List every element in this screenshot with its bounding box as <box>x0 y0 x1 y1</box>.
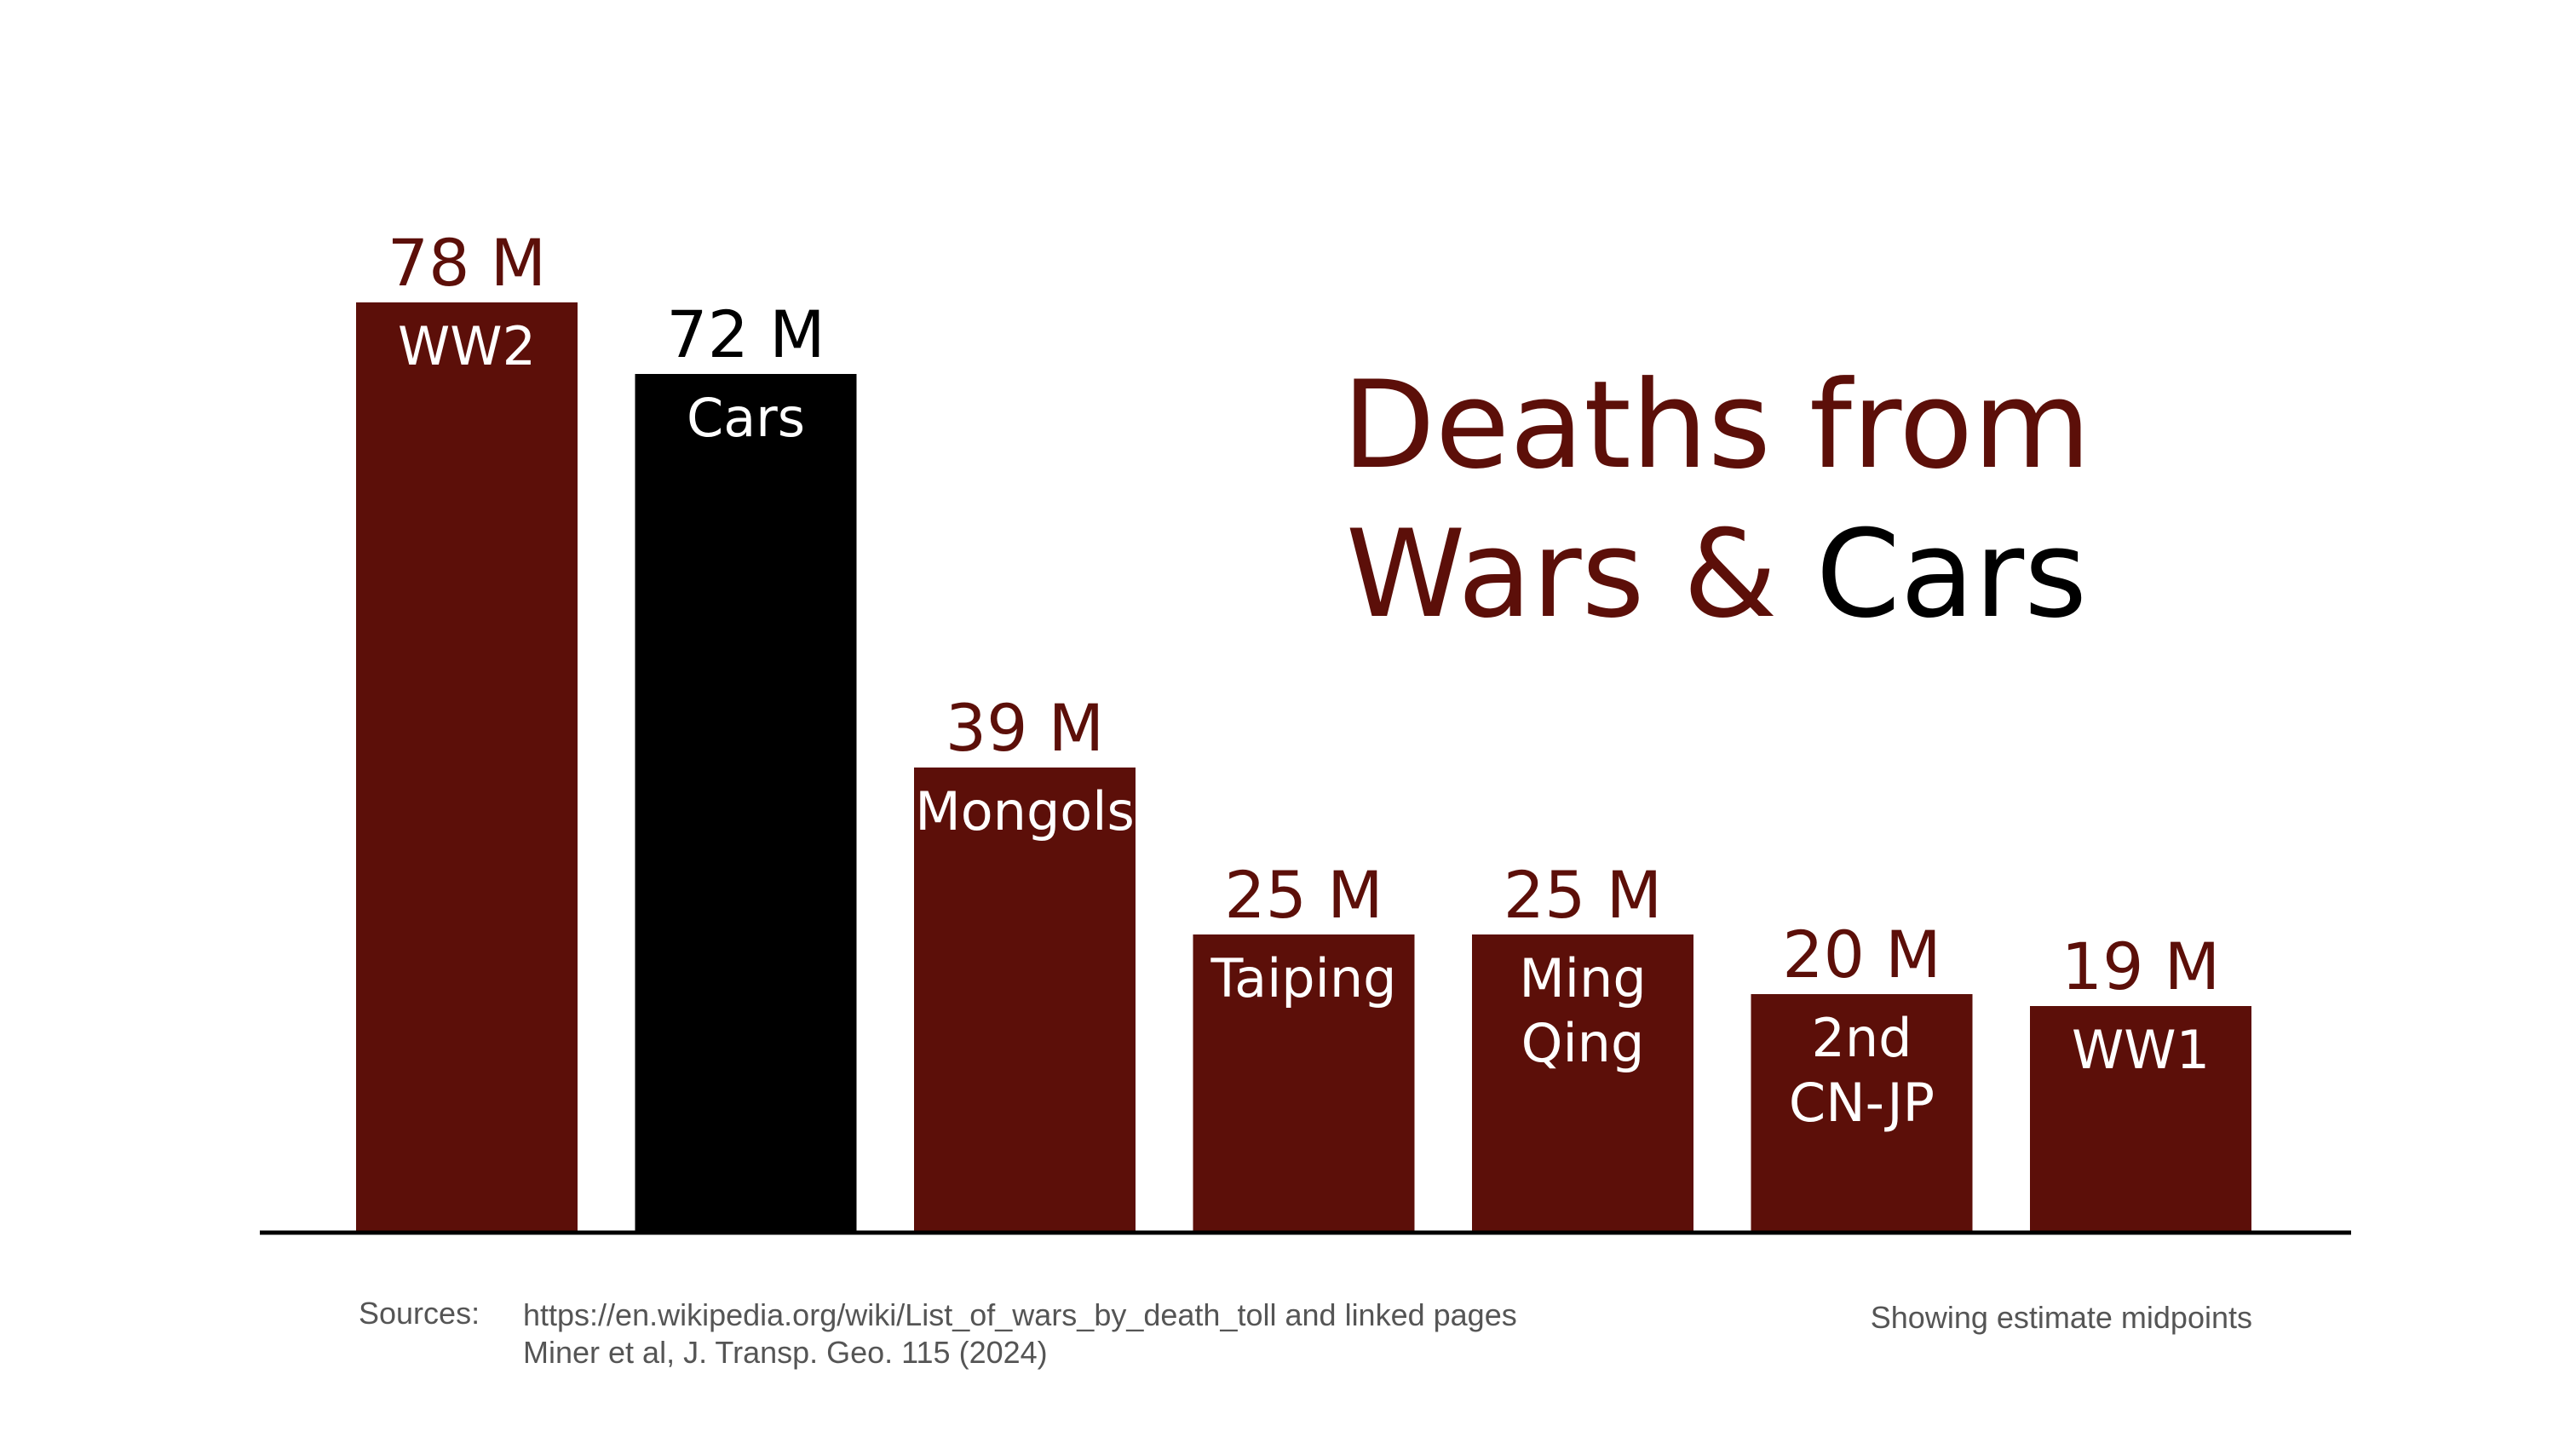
bar-taiping <box>1193 934 1415 1233</box>
sources-label: Sources: <box>359 1296 480 1331</box>
category-label-ming-qing-1: Ming <box>1519 947 1646 1009</box>
source-line-1: https://en.wikipedia.org/wiki/List_of_wa… <box>523 1297 1517 1332</box>
category-label-ww2: WW2 <box>398 315 536 377</box>
bar-mongols <box>914 768 1136 1233</box>
category-label-ww1: WW1 <box>2072 1019 2210 1081</box>
bar-ming-qing <box>1472 934 1693 1233</box>
source-line-2: Miner et al, J. Transp. Geo. 115 (2024) <box>523 1335 1048 1370</box>
title-cars: Cars <box>1816 504 2088 645</box>
category-label-cars: Cars <box>687 387 805 449</box>
title-wars: Wars & <box>1346 504 1778 645</box>
value-label-ww2: 78 M <box>388 225 546 301</box>
value-label-mongols: 39 M <box>946 690 1104 766</box>
bar-2nd-cn-jp <box>1751 994 1973 1233</box>
bar-ww2 <box>356 302 578 1233</box>
category-label-2nd-cn-jp-1: 2nd <box>1811 1007 1912 1069</box>
value-label-2nd-cn-jp: 20 M <box>1782 917 1941 992</box>
bar-cars <box>635 374 857 1233</box>
midpoint-note: Showing estimate midpoints <box>1871 1300 2252 1335</box>
value-label-ww1: 19 M <box>2061 929 2220 1004</box>
chart-title-line-2: Wars & Cars <box>1346 504 2087 645</box>
chart-title: Deaths from <box>1343 355 2091 496</box>
category-label-ming-qing-2: Qing <box>1521 1012 1645 1074</box>
category-label-taiping: Taiping <box>1210 947 1396 1009</box>
value-label-cars: 72 M <box>666 296 825 372</box>
value-label-ming-qing: 25 M <box>1504 857 1662 933</box>
bars-layer: 78 M WW2 72 M Cars 39 M Mongols 25 M Taiping 25 … <box>356 225 2251 1233</box>
value-label-taiping: 25 M <box>1224 857 1383 933</box>
category-label-2nd-cn-jp-2: CN-JP <box>1789 1072 1935 1134</box>
bar-ww1 <box>2030 1006 2251 1233</box>
category-label-mongols: Mongols <box>915 780 1135 842</box>
title-line-1: Deaths from <box>1343 355 2091 496</box>
